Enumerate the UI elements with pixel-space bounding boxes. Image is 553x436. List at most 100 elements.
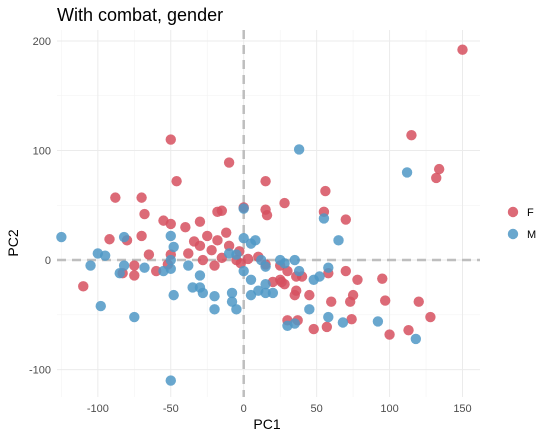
point-F	[344, 296, 356, 307]
x-tick-label: 50	[311, 403, 323, 415]
point-F	[384, 329, 395, 340]
point-F	[78, 281, 89, 292]
point-F	[242, 253, 254, 265]
point-M	[223, 248, 235, 259]
point-F	[320, 185, 331, 197]
point-F	[276, 276, 287, 288]
point-M	[118, 231, 130, 243]
point-M	[168, 289, 179, 301]
x-tick-label: 0	[241, 403, 247, 415]
y-axis-title: PC2	[5, 229, 21, 256]
point-M	[118, 260, 130, 271]
point-F	[340, 214, 352, 225]
point-F	[197, 254, 209, 266]
point-F	[326, 296, 337, 307]
point-M	[129, 311, 140, 323]
point-M	[256, 254, 267, 266]
point-F	[165, 218, 176, 230]
point-F	[212, 235, 223, 246]
data-points	[56, 44, 468, 386]
point-M	[267, 287, 279, 299]
grid-minor	[57, 30, 480, 397]
point-F	[143, 249, 155, 260]
point-M	[231, 304, 242, 315]
point-F	[379, 295, 391, 306]
point-M	[410, 333, 422, 345]
point-M	[282, 320, 293, 331]
point-F	[110, 192, 121, 203]
point-M	[238, 203, 249, 214]
point-M	[183, 260, 194, 271]
point-M	[250, 235, 261, 246]
point-M	[165, 254, 176, 266]
point-M	[95, 300, 106, 312]
y-tick-label: 200	[33, 36, 51, 48]
point-F	[261, 209, 273, 221]
point-F	[104, 234, 115, 245]
point-M	[293, 144, 305, 155]
point-F	[194, 240, 206, 252]
y-tick-label: 100	[33, 146, 51, 158]
point-F	[406, 129, 417, 141]
point-F	[129, 260, 140, 271]
point-M	[165, 375, 176, 386]
point-M	[337, 317, 349, 328]
x-tick-label: 100	[380, 403, 398, 415]
point-M	[289, 254, 300, 266]
point-F	[377, 273, 388, 284]
point-F	[180, 221, 191, 233]
y-tick-label: -100	[29, 365, 51, 377]
point-M	[165, 230, 176, 242]
point-F	[171, 175, 182, 187]
x-tick-label: -50	[163, 403, 179, 415]
point-M	[314, 271, 325, 282]
point-M	[401, 167, 413, 178]
point-M	[194, 270, 206, 281]
point-F	[346, 314, 357, 325]
point-F	[279, 197, 290, 209]
point-F	[165, 134, 176, 145]
point-F	[150, 265, 162, 277]
x-tick-label: 150	[453, 403, 471, 415]
point-F	[129, 270, 140, 281]
point-F	[289, 289, 300, 301]
point-F	[413, 296, 424, 307]
y-axis-ticks: -100 0 100 200	[29, 36, 51, 377]
point-F	[206, 245, 217, 256]
y-tick-label: 0	[45, 255, 51, 267]
point-M	[372, 316, 384, 327]
point-F	[202, 230, 213, 242]
legend: FM	[507, 206, 536, 241]
point-F	[321, 321, 333, 333]
point-M	[114, 268, 125, 279]
legend-key-M	[507, 228, 519, 240]
point-M	[260, 287, 271, 299]
point-M	[318, 213, 330, 224]
point-M	[187, 282, 198, 293]
point-F	[136, 192, 147, 203]
point-M	[92, 248, 104, 259]
point-M	[226, 287, 238, 299]
point-F	[221, 227, 232, 238]
point-M	[304, 304, 315, 315]
point-M	[238, 265, 249, 277]
point-F	[403, 324, 414, 336]
legend-label-F: F	[527, 207, 534, 219]
point-F	[194, 216, 206, 227]
point-F	[223, 157, 235, 168]
point-F	[216, 205, 228, 216]
x-tick-label: -100	[87, 403, 109, 415]
point-F	[340, 265, 352, 277]
point-F	[431, 172, 442, 184]
x-axis-title: PC1	[253, 416, 280, 432]
point-M	[158, 265, 169, 277]
point-M	[260, 278, 271, 290]
chart-title: With combat, gender	[57, 5, 223, 25]
point-F	[260, 175, 271, 187]
point-F	[183, 248, 194, 259]
legend-key-F	[507, 206, 519, 218]
point-M	[56, 231, 67, 243]
point-M	[323, 262, 334, 273]
point-M	[168, 241, 179, 253]
point-M	[209, 291, 220, 302]
